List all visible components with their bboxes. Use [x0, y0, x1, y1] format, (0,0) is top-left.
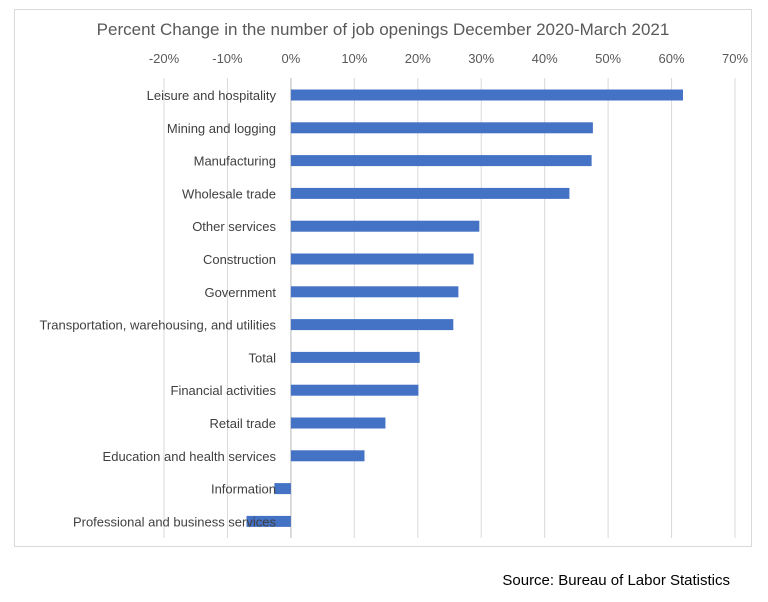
bar	[290, 351, 420, 363]
bar	[290, 89, 683, 101]
category-label: Other services	[192, 219, 276, 234]
x-tick-label: 60%	[659, 51, 685, 66]
bar	[290, 450, 365, 462]
bar	[290, 187, 570, 199]
bar	[274, 483, 291, 495]
x-tick-label: 50%	[595, 51, 621, 66]
x-tick-label: 0%	[281, 51, 300, 66]
category-label: Construction	[203, 252, 276, 267]
x-tick-label: 10%	[341, 51, 367, 66]
category-label: Total	[249, 350, 277, 365]
category-label: Transportation, warehousing, and utiliti…	[39, 318, 276, 333]
bars	[246, 89, 683, 527]
bar	[290, 220, 480, 232]
category-label: Government	[204, 285, 276, 300]
bar	[290, 155, 592, 167]
x-axis-ticks: -20% -10% 0% 10% 20% 30% 40% 50% 60% 70%	[149, 51, 749, 66]
x-tick-label: 30%	[468, 51, 494, 66]
category-label: Financial activities	[171, 383, 277, 398]
category-label: Manufacturing	[194, 154, 276, 169]
bar	[290, 253, 474, 265]
category-label: Professional and business services	[73, 514, 277, 529]
bar	[290, 122, 593, 134]
x-tick-label: 70%	[722, 51, 748, 66]
category-labels: Leisure and hospitality Mining and loggin…	[39, 88, 276, 529]
category-label: Retail trade	[210, 416, 276, 431]
x-tick-label: -10%	[212, 51, 243, 66]
bar	[290, 286, 459, 298]
category-label: Leisure and hospitality	[147, 88, 277, 103]
x-tick-label: 40%	[532, 51, 558, 66]
x-tick-label: -20%	[149, 51, 180, 66]
bar	[246, 515, 291, 527]
source-note: Source: Bureau of Labor Statistics	[502, 572, 730, 589]
category-label: Wholesale trade	[182, 186, 276, 201]
gridlines	[163, 78, 736, 538]
x-tick-label: 20%	[405, 51, 431, 66]
category-label: Information	[211, 482, 276, 497]
bar	[290, 384, 419, 396]
bar	[290, 417, 386, 429]
chart-title: Percent Change in the number of job open…	[96, 20, 670, 39]
category-label: Education and health services	[103, 449, 277, 464]
bar	[290, 319, 454, 331]
category-label: Mining and logging	[167, 121, 276, 136]
